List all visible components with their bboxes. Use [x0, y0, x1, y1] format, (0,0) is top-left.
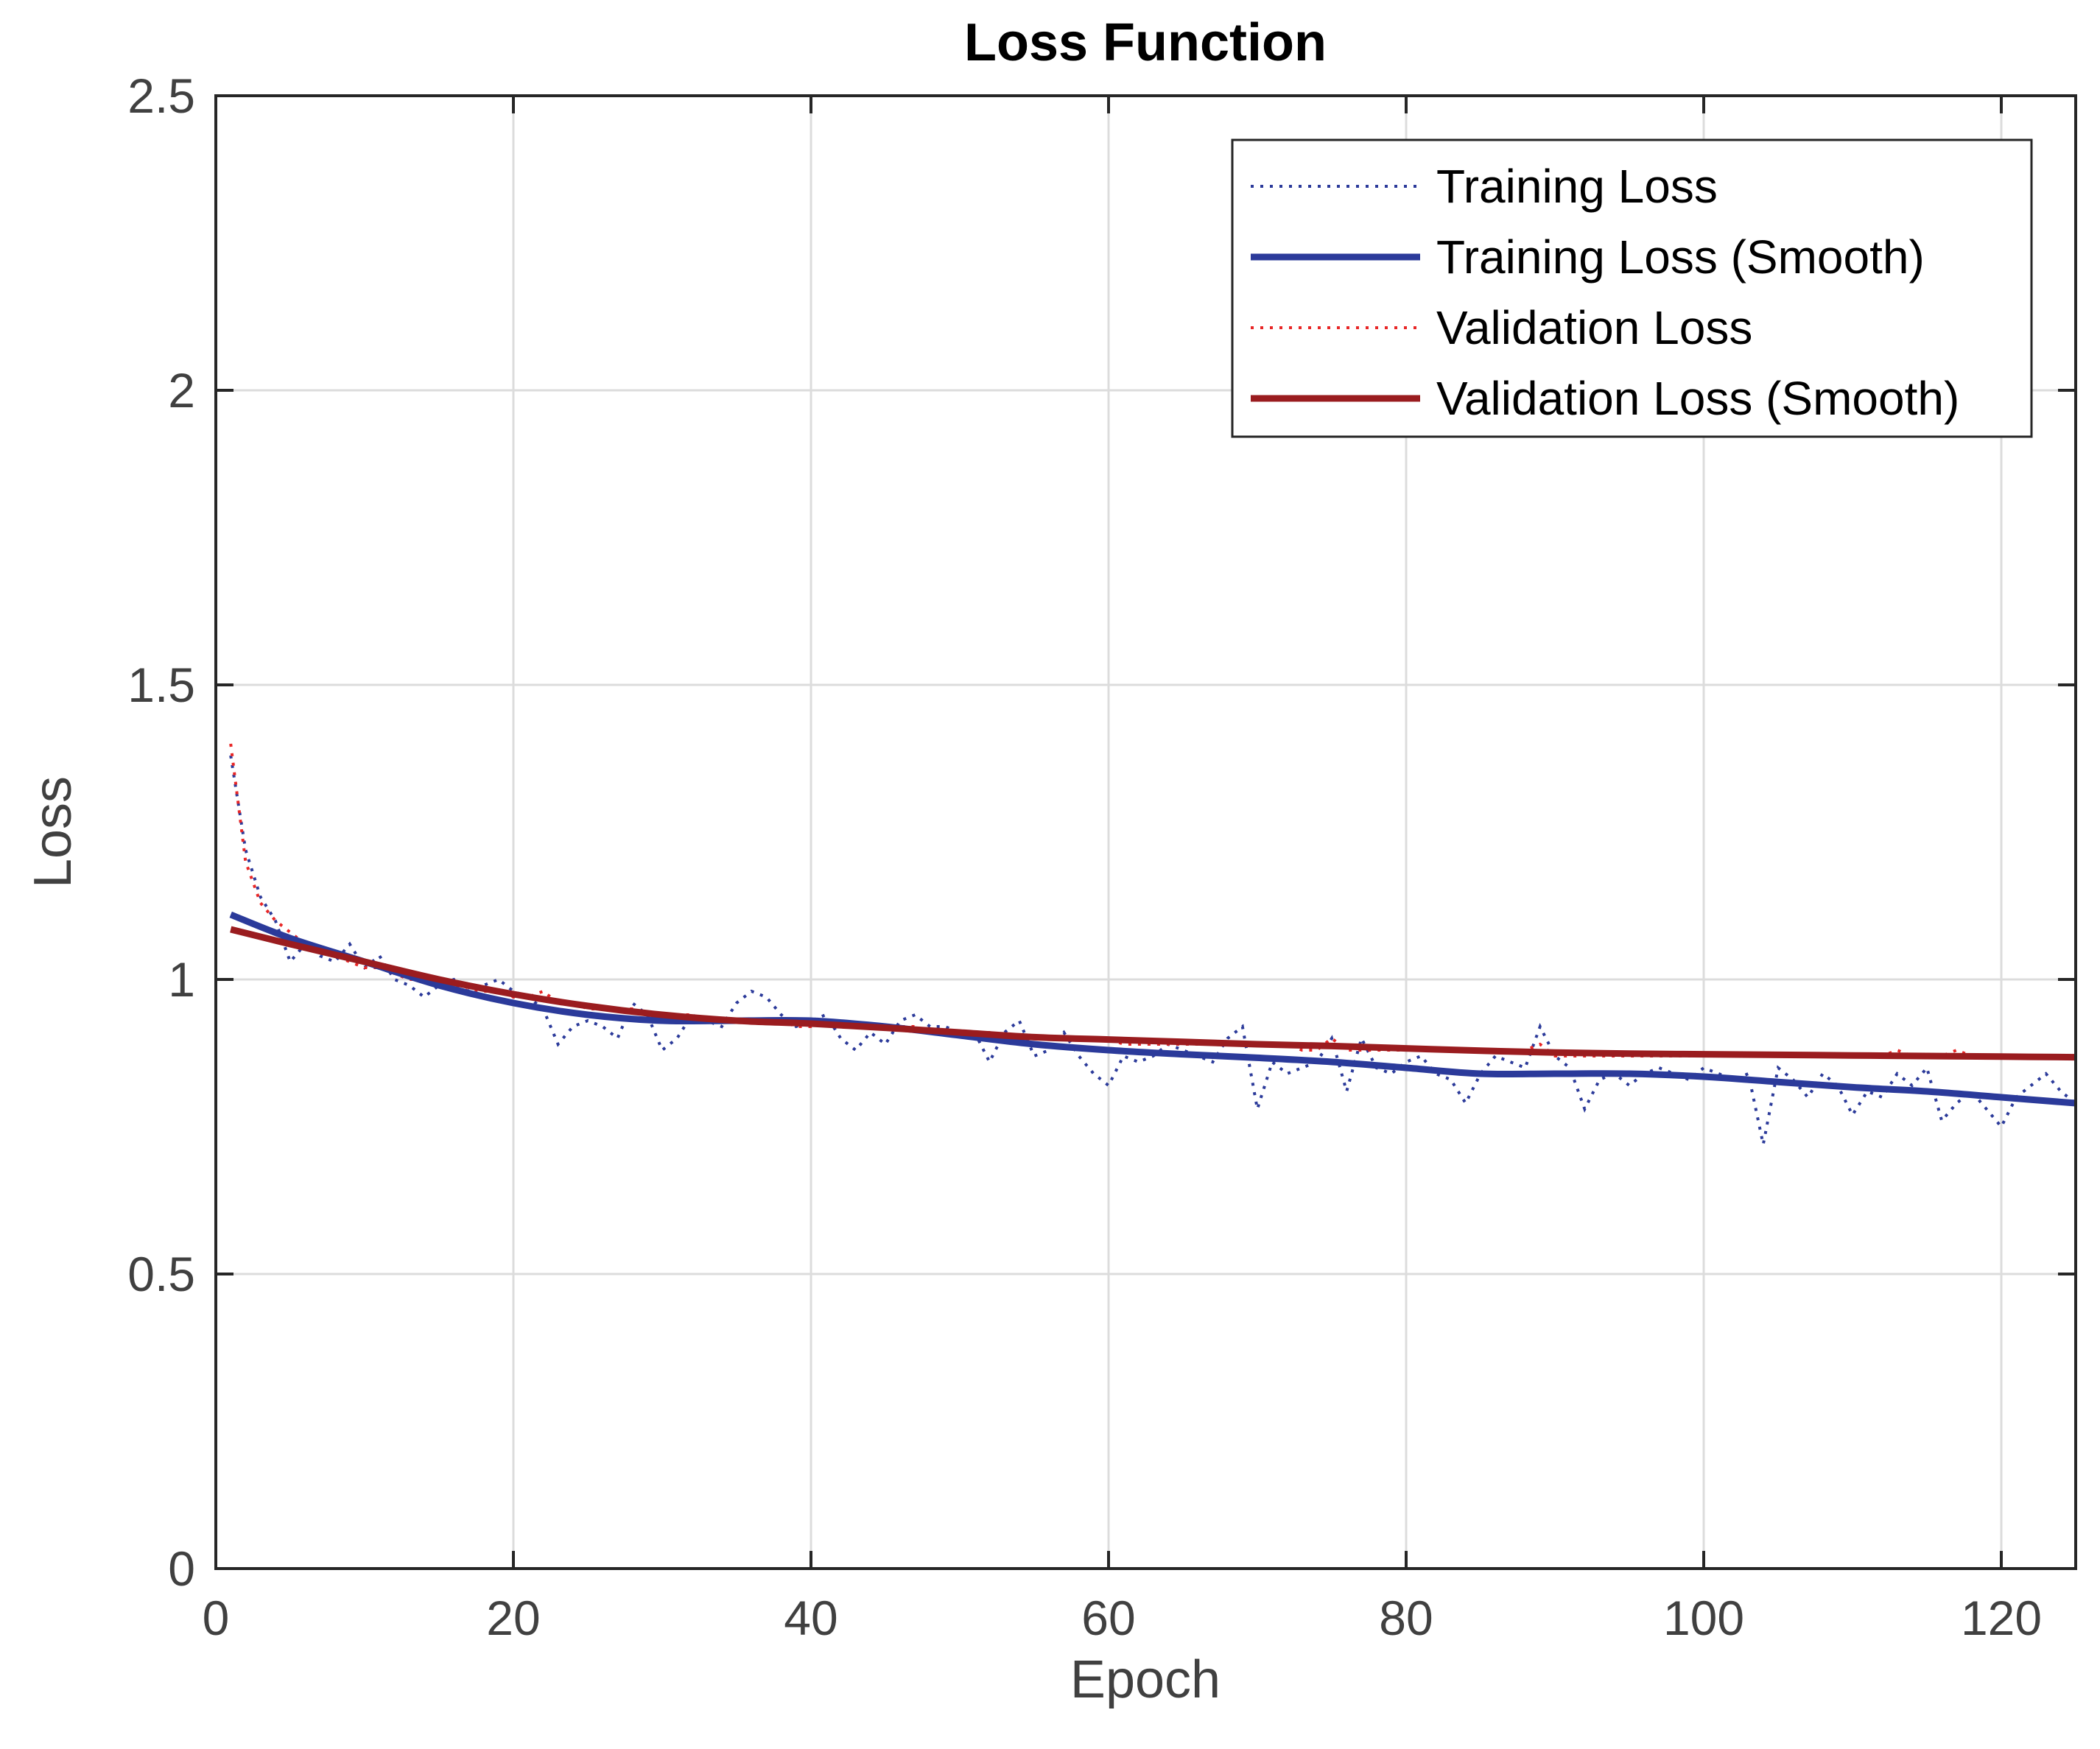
- y-tick-label: 1.5: [127, 658, 195, 712]
- x-tick-label: 80: [1379, 1591, 1433, 1645]
- axis-ticks: 0 20 40 60 80 100 120 0 0.5 1 1.5 2 2.5: [127, 68, 2076, 1645]
- validation-loss-smooth-line: [230, 926, 2076, 1061]
- plot-area-frame: [214, 94, 2077, 1570]
- series-layer: [229, 743, 2077, 1145]
- x-tick-label: 120: [1961, 1591, 2042, 1645]
- x-axis-label: Epoch: [1070, 1650, 1221, 1709]
- legend-validation-loss-smooth-label: Validation Loss (Smooth): [1436, 372, 1959, 425]
- y-tick-label: 2.5: [127, 68, 195, 123]
- x-tick-label: 0: [203, 1591, 230, 1645]
- training-loss-smooth-line: [229, 911, 2076, 1107]
- x-tick-label: 20: [486, 1591, 540, 1645]
- y-tick-label: 0.5: [127, 1247, 195, 1301]
- y-tick-label: 1: [168, 952, 195, 1007]
- chart-title: Loss Function: [964, 13, 1327, 72]
- x-tick-label: 100: [1663, 1591, 1744, 1645]
- legend-box: [1231, 138, 2033, 438]
- y-tick-label: 2: [168, 363, 195, 418]
- legend-training-loss-label: Training Loss: [1436, 160, 1718, 213]
- legend-validation-loss-label: Validation Loss: [1436, 301, 1752, 354]
- x-tick-label: 60: [1081, 1591, 1135, 1645]
- y-tick-label: 0: [168, 1541, 195, 1596]
- legend-training-loss-smooth-label: Training Loss (Smooth): [1436, 230, 1925, 284]
- legend: Training Loss Training Loss (Smooth) Valid…: [1231, 138, 2033, 438]
- y-axis-label: Loss: [24, 776, 82, 888]
- x-tick-label: 40: [784, 1591, 837, 1645]
